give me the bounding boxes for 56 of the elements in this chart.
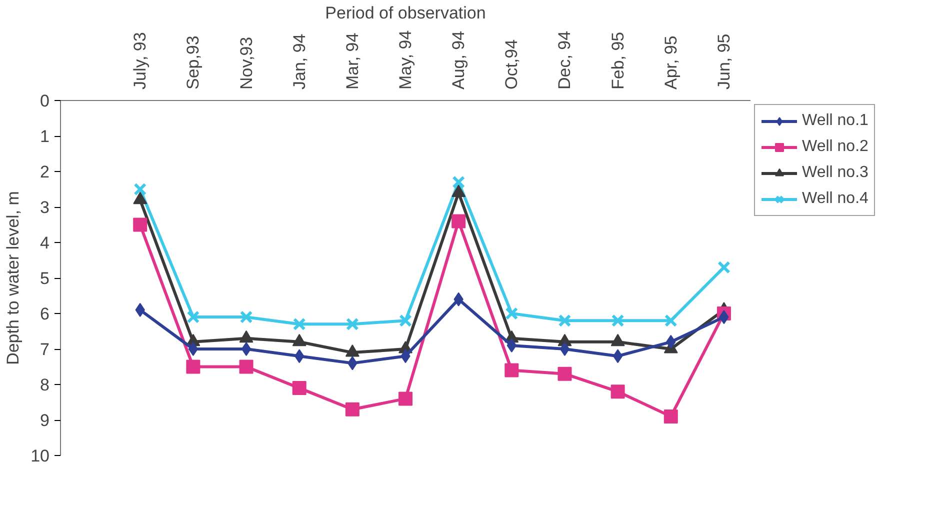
x-tick-label: Jan, 94 xyxy=(290,34,309,90)
y-tick-label: 5 xyxy=(40,269,50,288)
point xyxy=(292,318,306,331)
point xyxy=(186,310,200,324)
y-tick-label: 6 xyxy=(40,304,50,324)
y-tick-label: 2 xyxy=(40,162,50,182)
point xyxy=(188,342,198,356)
point xyxy=(398,392,412,406)
point xyxy=(504,363,519,378)
point xyxy=(505,307,518,320)
x-tick-label: May, 94 xyxy=(396,30,415,90)
x-tick-label: Dec, 94 xyxy=(555,30,574,90)
x-tick-label: July, 93 xyxy=(130,32,150,90)
legend-label: Well no.2 xyxy=(802,138,868,156)
legend-label: Well no.4 xyxy=(802,190,868,208)
y-tick-label: 9 xyxy=(40,411,50,430)
x-tick-label: Nov,93 xyxy=(236,36,256,90)
x-tick-label: Oct,94 xyxy=(502,39,522,90)
x-tick-label: Aug, 94 xyxy=(449,30,468,90)
point xyxy=(558,314,572,328)
point xyxy=(292,381,306,396)
point xyxy=(452,214,466,228)
point xyxy=(134,182,147,196)
point xyxy=(452,176,466,189)
point xyxy=(345,402,360,416)
y-axis-title: Depth to water level, m xyxy=(4,191,23,365)
point xyxy=(239,360,254,374)
point xyxy=(560,342,570,356)
x-tick-label: Sep,93 xyxy=(184,36,203,90)
y-tick-label: 3 xyxy=(40,198,50,217)
point xyxy=(133,218,148,232)
y-tick-label: 0 xyxy=(40,92,50,110)
y-tick-label: 10 xyxy=(30,446,50,466)
legend-label: Well no.1 xyxy=(802,112,868,130)
point xyxy=(558,366,572,381)
y-tick-label: 1 xyxy=(40,127,50,146)
y-tick-label: 7 xyxy=(40,340,50,359)
point xyxy=(664,409,678,424)
point xyxy=(611,314,624,328)
point xyxy=(186,360,200,374)
y-tick-label: 4 xyxy=(40,234,50,252)
point xyxy=(241,342,252,356)
x-tick-label: Jun, 95 xyxy=(714,34,734,90)
point xyxy=(610,384,625,399)
x-tick-label: Feb, 95 xyxy=(608,32,628,90)
point xyxy=(612,349,623,364)
point xyxy=(664,314,678,328)
x-tick-label: Apr, 95 xyxy=(661,36,680,90)
x-tick-label: Mar, 94 xyxy=(342,32,362,90)
point xyxy=(718,260,730,274)
point xyxy=(399,314,412,328)
legend-label: Well no.3 xyxy=(802,164,868,182)
y-tick-label: 8 xyxy=(40,376,50,394)
x-axis-title: Period of observation xyxy=(325,3,486,22)
point xyxy=(240,310,253,324)
point xyxy=(346,318,359,331)
